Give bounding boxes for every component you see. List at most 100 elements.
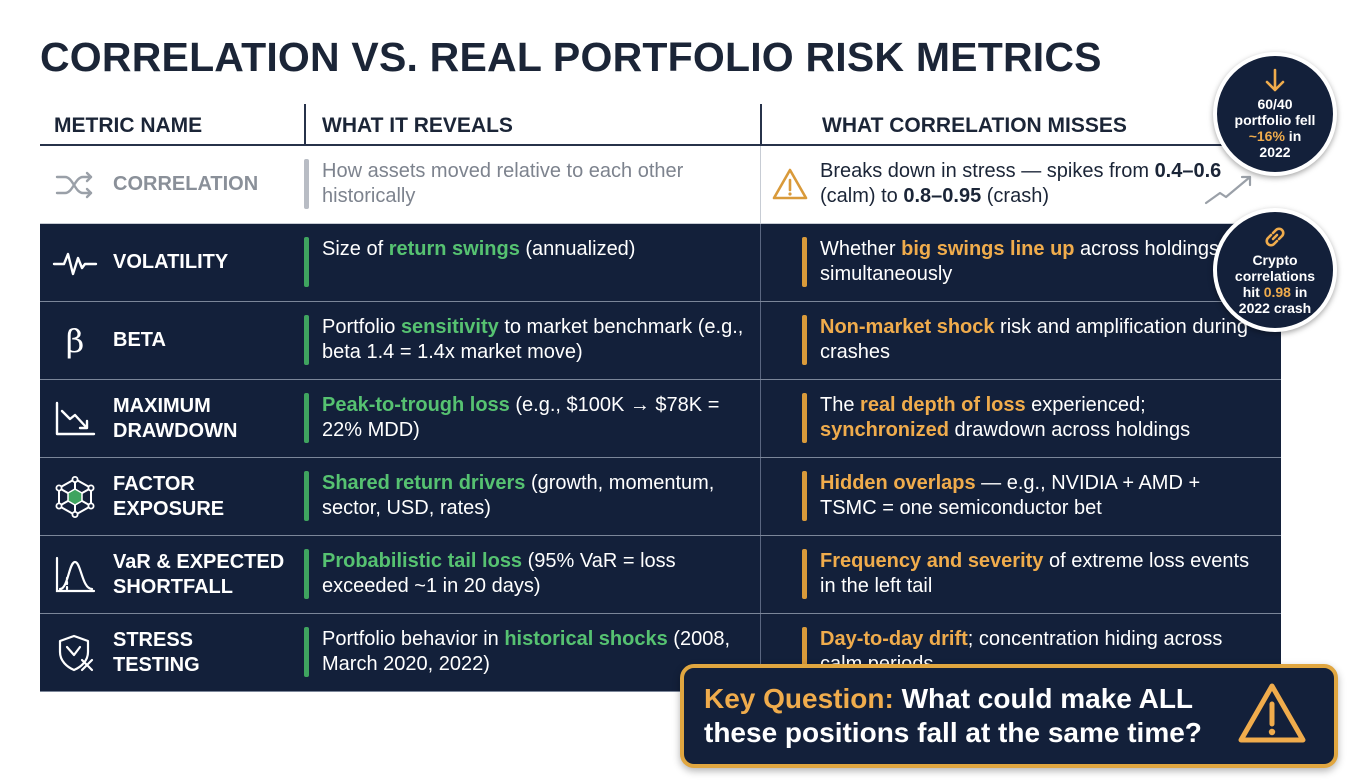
reveals-text: Size of return swings (annualized) bbox=[322, 237, 762, 262]
callout-text: 60/40 bbox=[1257, 96, 1293, 112]
accent-bar bbox=[802, 471, 807, 521]
misses-text: Breaks down in stress — spikes from 0.4–… bbox=[820, 159, 1260, 209]
metric-name-line: BETA bbox=[113, 329, 166, 351]
header-divider bbox=[304, 104, 306, 144]
metric-name-line: VaR & EXPECTED bbox=[113, 550, 285, 573]
cell-text-segment: (e.g., $100K → $78K = 22% MDD) bbox=[322, 394, 720, 441]
column-divider bbox=[760, 380, 761, 457]
cell-text-segment: sensitivity bbox=[400, 316, 499, 338]
metric-name: STRESS TESTING bbox=[113, 614, 200, 691]
callout-text: in bbox=[1284, 128, 1302, 144]
accent-bar bbox=[304, 627, 309, 677]
reveals-text: Portfolio sensitivity to market benchmar… bbox=[322, 315, 762, 365]
reveals-cell: Peak-to-trough loss (e.g., $100K → $78K … bbox=[304, 393, 754, 445]
svg-text:β: β bbox=[66, 322, 85, 360]
cell-text-segment: 0.4–0.6 bbox=[1154, 160, 1222, 182]
cell-text-segment: How assets moved relative to each other … bbox=[322, 160, 684, 207]
down-arrow-icon bbox=[1217, 68, 1333, 94]
metric-name-line: TESTING bbox=[113, 653, 200, 676]
cell-text-segment: Shared return drivers bbox=[322, 472, 526, 494]
callout-text: in bbox=[1290, 284, 1308, 300]
cell-text-segment: drawdown across holdings bbox=[948, 419, 1191, 441]
metric-name-line: DRAWDOWN bbox=[113, 419, 238, 442]
bell-curve-icon bbox=[52, 554, 98, 596]
reveals-text: How assets moved relative to each other … bbox=[322, 159, 762, 209]
table-row: VaR & EXPECTED SHORTFALL Probabilistic tai… bbox=[40, 536, 1281, 614]
cell-text-segment: of extreme loss events in the left tail bbox=[820, 550, 1250, 597]
callout-text: Crypto bbox=[1252, 252, 1298, 268]
cell-text-segment: synchronized bbox=[820, 419, 949, 441]
misses-text: Frequency and severity of extreme loss e… bbox=[820, 549, 1260, 599]
header-what-it-reveals: WHAT IT REVEALS bbox=[322, 114, 513, 137]
table-row: CORRELATION How assets moved relative to … bbox=[40, 146, 1281, 224]
column-divider bbox=[760, 302, 761, 379]
cell-text-segment: The bbox=[820, 394, 861, 416]
shield-cross-icon bbox=[52, 632, 98, 674]
drawdown-chart-icon bbox=[52, 398, 98, 440]
cell-text-segment: Size of bbox=[322, 238, 389, 260]
cell-text-segment: (growth, momentum, sector, USD, rates) bbox=[322, 472, 715, 519]
column-divider bbox=[760, 614, 761, 691]
column-divider bbox=[760, 458, 761, 535]
column-divider bbox=[760, 536, 761, 613]
cell-text-segment: to market benchmark (e.g., beta 1.4 = 1.… bbox=[322, 316, 744, 363]
reveals-cell: Shared return drivers (growth, momentum,… bbox=[304, 471, 754, 523]
page-title: CORRELATION VS. REAL PORTFOLIO RISK METR… bbox=[40, 34, 1102, 80]
cell-text-segment: Day-to-day drift bbox=[820, 628, 968, 650]
cell-text-segment: (crash) bbox=[981, 185, 1049, 207]
callout-highlight: ~16% bbox=[1248, 128, 1285, 144]
key-question-body: What could make ALL these positions fall… bbox=[704, 683, 1202, 748]
cell-text-segment: — e.g., NVIDIA + AMD + TSMC = one semico… bbox=[820, 472, 1201, 519]
metric-name: VOLATILITY bbox=[113, 224, 228, 301]
misses-cell: Breaks down in stress — spikes from 0.4–… bbox=[772, 159, 1252, 211]
network-hexagon-icon bbox=[52, 476, 98, 518]
reveals-text: Shared return drivers (growth, momentum,… bbox=[322, 471, 762, 521]
cell-text-segment: big swings line up bbox=[901, 238, 1075, 260]
warning-triangle-icon bbox=[1236, 680, 1308, 746]
cell-text-segment: Non-market shock bbox=[820, 316, 995, 338]
accent-bar bbox=[304, 159, 309, 209]
reveals-text: Portfolio behavior in historical shocks … bbox=[322, 627, 762, 677]
metric-name-line: CORRELATION bbox=[113, 173, 259, 195]
reveals-cell: How assets moved relative to each other … bbox=[304, 159, 754, 211]
reveals-cell: Portfolio sensitivity to market benchmar… bbox=[304, 315, 754, 367]
misses-cell: Whether big swings line up across holdin… bbox=[802, 237, 1272, 289]
portfolio-fell-callout: 60/40 portfolio fell ~16% in 2022 bbox=[1213, 52, 1337, 176]
cell-text-segment: historical shocks bbox=[504, 628, 668, 650]
cell-text-segment: (annualized) bbox=[519, 238, 636, 260]
table-row: β BETA Portfolio sensitivity to market ben… bbox=[40, 302, 1281, 380]
cell-text-segment: risk and amplification during crashes bbox=[820, 316, 1248, 363]
accent-bar bbox=[802, 237, 807, 287]
cell-text-segment: across holdings simultaneously bbox=[820, 238, 1220, 285]
key-question-text: Key Question: What could make ALL these … bbox=[704, 682, 1224, 750]
column-divider bbox=[760, 224, 761, 301]
beta-icon: β bbox=[52, 320, 98, 362]
crypto-correlation-callout: Crypto correlations hit 0.98 in 2022 cra… bbox=[1213, 208, 1337, 332]
accent-bar bbox=[304, 471, 309, 521]
metric-name-line: FACTOR bbox=[113, 472, 195, 495]
header-metric-name: METRIC NAME bbox=[54, 114, 203, 137]
accent-bar bbox=[802, 549, 807, 599]
callout-text: correlations bbox=[1234, 268, 1316, 284]
key-question-label: Key Question: bbox=[704, 683, 894, 714]
header-divider bbox=[760, 104, 762, 144]
reveals-text: Probabilistic tail loss (95% VaR = loss … bbox=[322, 549, 762, 599]
table-row: VOLATILITY Size of return swings (annuali… bbox=[40, 224, 1281, 302]
misses-cell: The real depth of loss experienced; sync… bbox=[802, 393, 1272, 445]
cell-text-segment: Hidden overlaps bbox=[820, 472, 976, 494]
callout-highlight: 0.98 bbox=[1263, 284, 1291, 300]
misses-text: The real depth of loss experienced; sync… bbox=[820, 393, 1260, 443]
risk-metrics-table: METRIC NAME WHAT IT REVEALS WHAT CORRELA… bbox=[40, 102, 1281, 692]
cell-text-segment: Probabilistic tail loss bbox=[322, 550, 523, 572]
header-what-correlation-misses: WHAT CORRELATION MISSES bbox=[822, 114, 1127, 137]
link-icon bbox=[1217, 224, 1333, 250]
metric-name: MAXIMUM DRAWDOWN bbox=[113, 380, 237, 457]
cell-text-segment: Portfolio bbox=[322, 316, 401, 338]
reveals-cell: Size of return swings (annualized) bbox=[304, 237, 754, 289]
table-header: METRIC NAME WHAT IT REVEALS WHAT CORRELA… bbox=[40, 102, 1281, 146]
reveals-cell: Portfolio behavior in historical shocks … bbox=[304, 627, 754, 679]
cell-text-segment: Breaks down in stress — spikes from bbox=[820, 160, 1155, 182]
metric-name: FACTOR EXPOSURE bbox=[113, 458, 224, 535]
misses-cell: Hidden overlaps — e.g., NVIDIA + AMD + T… bbox=[802, 471, 1272, 523]
cell-text-segment: Frequency and severity bbox=[820, 550, 1044, 572]
